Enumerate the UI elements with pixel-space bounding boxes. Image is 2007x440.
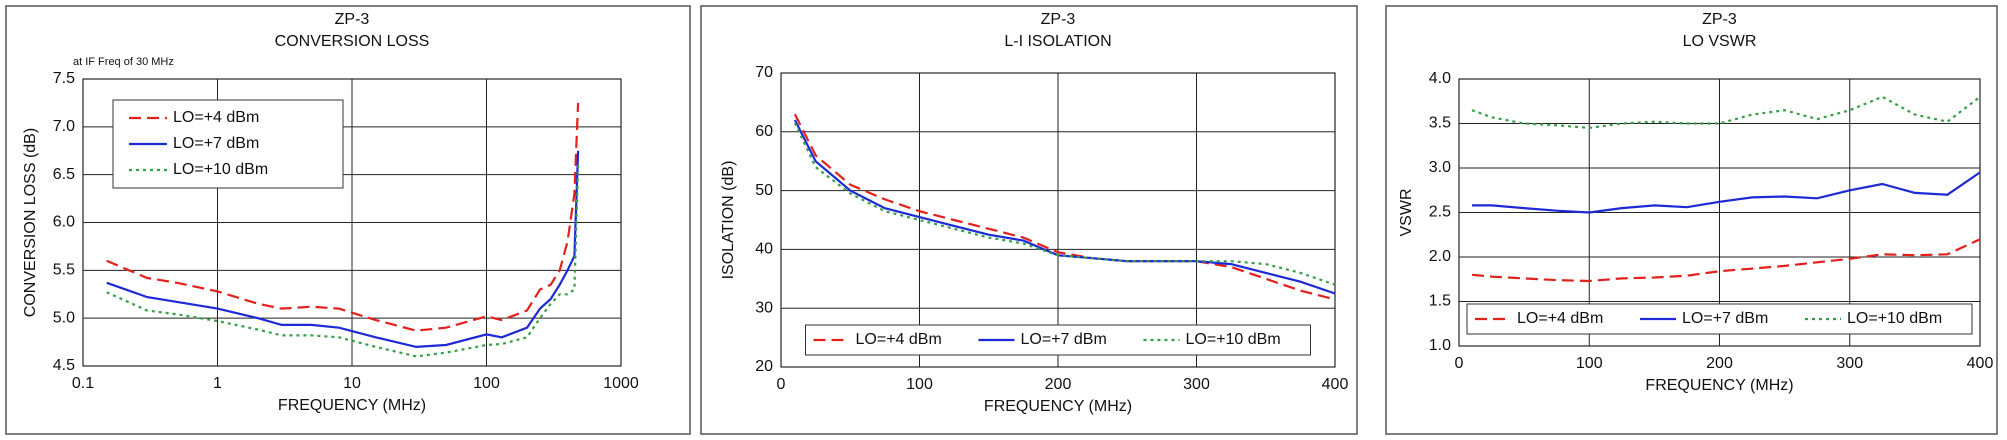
x-axis-label: FREQUENCY (MHz) <box>1645 377 1793 394</box>
x-tick-label: 200 <box>1706 355 1733 372</box>
x-tick-label: 100 <box>1576 355 1603 372</box>
legend-label: LO=+7 dBm <box>1021 331 1107 348</box>
legend-label: LO=+7 dBm <box>1682 310 1768 327</box>
x-tick-label: 10 <box>343 375 361 392</box>
x-tick-label: 0.1 <box>72 375 94 392</box>
y-tick-label: 2.5 <box>1429 204 1451 221</box>
y-axis-label: ISOLATION (dB) <box>720 161 737 280</box>
chart-subtitle: CONVERSION LOSS <box>275 33 430 50</box>
legend-label: LO=+4 dBm <box>1517 310 1603 327</box>
legend-label: LO=+10 dBm <box>1186 331 1281 348</box>
y-tick-label: 7.5 <box>53 70 75 87</box>
y-tick-label: 60 <box>755 123 773 140</box>
y-tick-label: 40 <box>755 241 773 258</box>
legend-label: LO=+4 dBm <box>173 109 259 126</box>
chart-subtitle: LO VSWR <box>1683 33 1757 50</box>
x-tick-label: 200 <box>1045 376 1072 393</box>
y-tick-label: 5.0 <box>53 309 75 326</box>
y-tick-label: 2.0 <box>1429 248 1451 265</box>
legend-label: LO=+10 dBm <box>1847 310 1942 327</box>
x-tick-label: 300 <box>1183 376 1210 393</box>
x-axis-label: FREQUENCY (MHz) <box>278 397 426 414</box>
series-line <box>793 113 1336 301</box>
x-tick-label: 0 <box>777 376 786 393</box>
x-tick-label: 1000 <box>603 375 639 392</box>
annotation: at IF Freq of 30 MHz <box>73 56 174 68</box>
y-tick-label: 6.5 <box>53 166 75 183</box>
x-tick-label: 100 <box>906 376 933 393</box>
series-line <box>106 150 580 349</box>
x-tick-label: 400 <box>1322 376 1349 393</box>
y-tick-label: 1.5 <box>1429 293 1451 310</box>
series-line <box>793 122 1336 286</box>
chart-title: ZP-3 <box>1702 11 1737 28</box>
y-tick-label: 30 <box>755 299 773 316</box>
y-tick-label: 20 <box>755 358 773 375</box>
y-axis-label: VSWR <box>1398 189 1415 237</box>
y-tick-label: 1.0 <box>1429 337 1451 354</box>
chart-title: ZP-3 <box>1041 11 1076 28</box>
legend-label: LO=+10 dBm <box>173 161 268 178</box>
legend-label: LO=+7 dBm <box>173 135 259 152</box>
x-tick-label: 100 <box>473 375 500 392</box>
chart-title: ZP-3 <box>335 11 370 28</box>
x-tick-label: 400 <box>1967 355 1994 372</box>
y-tick-label: 70 <box>755 64 773 81</box>
x-tick-label: 0 <box>1455 355 1464 372</box>
x-tick-label: 1 <box>213 375 222 392</box>
series-line <box>1471 238 1981 283</box>
x-tick-label: 300 <box>1836 355 1863 372</box>
y-tick-label: 3.5 <box>1429 115 1451 132</box>
chart-subtitle: L-I ISOLATION <box>1004 33 1111 50</box>
legend-box <box>1466 303 1973 335</box>
y-tick-label: 7.0 <box>53 118 75 135</box>
y-tick-label: 5.5 <box>53 262 75 279</box>
y-tick-label: 4.0 <box>1429 70 1451 87</box>
y-tick-label: 4.5 <box>53 357 75 374</box>
series-line <box>106 102 580 332</box>
x-axis-label: FREQUENCY (MHz) <box>984 398 1132 415</box>
legend-box <box>805 324 1311 356</box>
y-tick-label: 3.0 <box>1429 159 1451 176</box>
legend-label: LO=+4 dBm <box>856 331 942 348</box>
y-axis-label: CONVERSION LOSS (dB) <box>22 128 39 317</box>
series-line <box>1472 171 1981 214</box>
y-tick-label: 6.0 <box>53 214 75 231</box>
y-tick-label: 50 <box>755 182 773 199</box>
